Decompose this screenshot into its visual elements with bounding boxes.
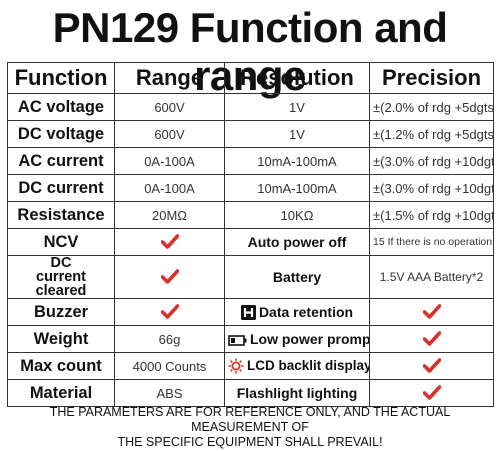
precision-cell: ±(3.0% of rdg +10dgts) (369, 174, 494, 202)
feature-value-cell: 15 If there is no operation, it willauto… (369, 228, 494, 256)
function-line-2: current cleared (35, 269, 87, 299)
feature-cell: Battery (224, 255, 370, 299)
range-cell: 20MΩ (114, 201, 225, 229)
check-icon (160, 304, 179, 320)
check-icon (422, 331, 441, 347)
feature-cell: Data retention (224, 298, 370, 326)
function-cell: Buzzer (7, 298, 115, 326)
resolution-cell: 10mA-100mA (224, 147, 370, 175)
resolution-cell: 1V (224, 93, 370, 121)
range-cell: 600V (114, 93, 225, 121)
header-resolution: Resolution (224, 62, 370, 94)
resolution-cell: 10KΩ (224, 201, 370, 229)
function-cell: AC current (7, 147, 115, 175)
check-icon (422, 304, 441, 320)
header-range: Range (114, 62, 225, 94)
check-icon (160, 269, 179, 285)
table-row: NCV Auto power off 15 If there is no ope… (7, 228, 494, 256)
table-row: DC current cleared Battery 1.5V AAA Batt… (7, 255, 494, 299)
feature-label: Low power prompt (250, 331, 370, 347)
battery-icon (228, 334, 247, 346)
feature-check-cell (369, 352, 494, 380)
precision-cell: ±(1.2% of rdg +5dgts) (369, 120, 494, 148)
feature-check-cell (369, 325, 494, 353)
feature-cell: Auto power off (224, 228, 370, 256)
disclaimer-line-1: THE PARAMETERS ARE FOR REFERENCE ONLY, A… (49, 405, 451, 434)
sun-icon (228, 358, 244, 374)
precision-cell: ±(1.5% of rdg +10dgts) (369, 201, 494, 229)
table-row: AC current 0A-100A 10mA-100mA ±(3.0% of … (7, 147, 494, 175)
resolution-cell: 10mA-100mA (224, 174, 370, 202)
function-cell: Resistance (7, 201, 115, 229)
function-cell: AC voltage (7, 93, 115, 121)
range-cell: 66g (114, 325, 225, 353)
feature-cell: Flashlight lighting (224, 379, 370, 407)
range-cell: 0A-100A (114, 174, 225, 202)
function-line-1: DC (50, 255, 72, 271)
function-cell: Weight (7, 325, 115, 353)
function-cell: DC current cleared (7, 255, 115, 299)
feature-check-cell (369, 379, 494, 407)
range-check-cell (114, 228, 225, 256)
disclaimer: THE PARAMETERS ARE FOR REFERENCE ONLY, A… (0, 405, 500, 450)
table-row: Weight 66g Low power prompt (7, 325, 494, 353)
header-function: Function (7, 62, 115, 94)
hold-h-icon (240, 305, 256, 321)
disclaimer-line-2: THE SPECIFIC EQUIPMENT SHALL PREVAIL! (117, 435, 383, 449)
resolution-cell: 1V (224, 120, 370, 148)
header-precision: Precision (369, 62, 494, 94)
table-row: DC current 0A-100A 10mA-100mA ±(3.0% of … (7, 174, 494, 202)
function-cell: DC current (7, 174, 115, 202)
check-icon (422, 358, 441, 374)
table-row: AC voltage 600V 1V ±(2.0% of rdg +5dgts) (7, 93, 494, 121)
feature-cell: Low power prompt (224, 325, 370, 353)
check-icon (422, 385, 441, 401)
range-cell: ABS (114, 379, 225, 407)
table-row: Max count 4000 Counts LCD backlit displa… (7, 352, 494, 380)
table-row: Resistance 20MΩ 10KΩ ±(1.5% of rdg +10dg… (7, 201, 494, 229)
feature-label: Data retention (258, 303, 354, 320)
range-cell: 4000 Counts (114, 352, 225, 380)
feature-value-cell: 1.5V AAA Battery*2 (369, 255, 494, 299)
function-cell: Material (7, 379, 115, 407)
spec-table: Function Range Resolution Precision AC v… (7, 62, 494, 407)
check-icon (160, 234, 179, 250)
table-row: DC voltage 600V 1V ±(1.2% of rdg +5dgts) (7, 120, 494, 148)
range-cell: 600V (114, 120, 225, 148)
range-cell: 0A-100A (114, 147, 225, 175)
feature-label: LCD backlit display (247, 357, 370, 373)
precision-cell: ±(2.0% of rdg +5dgts) (369, 93, 494, 121)
feature-cell: LCD backlit display (224, 352, 370, 380)
feature-check-cell (369, 298, 494, 326)
table-row: Material ABS Flashlight lighting (7, 379, 494, 407)
range-check-cell (114, 255, 225, 299)
function-cell: NCV (7, 228, 115, 256)
function-cell: DC voltage (7, 120, 115, 148)
range-check-cell (114, 298, 225, 326)
header-row: Function Range Resolution Precision (7, 62, 494, 94)
function-cell: Max count (7, 352, 115, 380)
table-row: Buzzer Data retention (7, 298, 494, 326)
precision-cell: ±(3.0% of rdg +10dgts) (369, 147, 494, 175)
